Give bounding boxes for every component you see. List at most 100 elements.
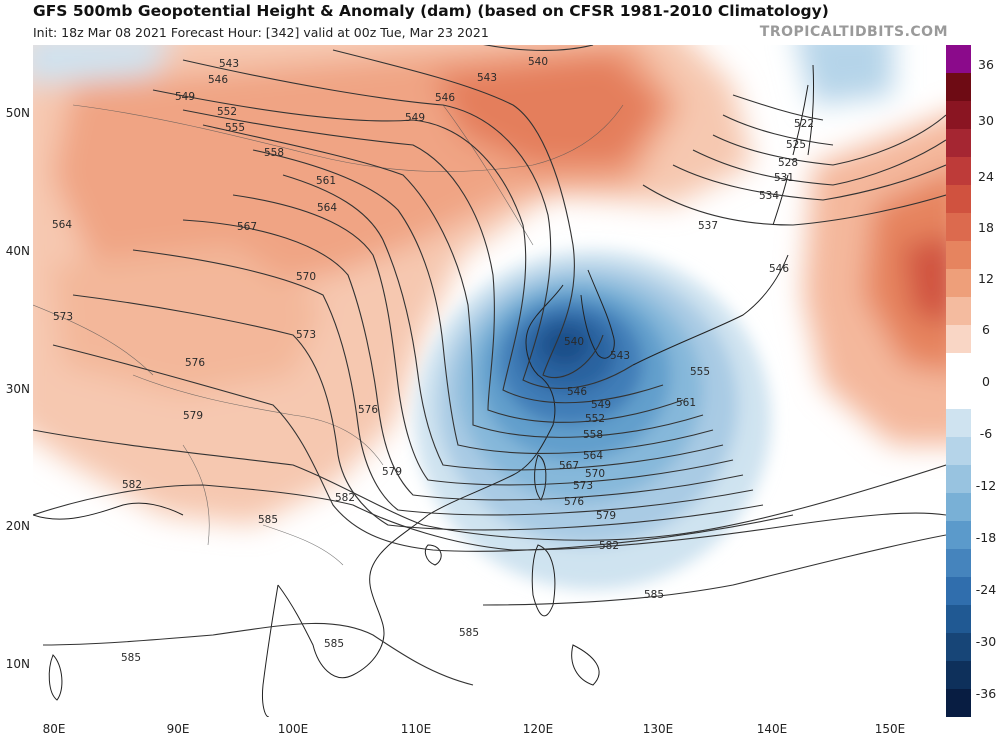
contour-576: [52, 344, 794, 552]
height-label: 525: [786, 139, 806, 151]
positive-anomaly-core-north: [433, 55, 663, 165]
height-label: 558: [264, 147, 284, 159]
colorbar-label: -24: [975, 582, 997, 597]
height-contours: [33, 45, 946, 686]
philippines-luzon: [531, 544, 556, 617]
lon-label-150e: 150E: [874, 722, 906, 736]
height-label: 540: [528, 56, 548, 68]
colorbar-swatch: [946, 549, 971, 577]
colorbar-label: -18: [975, 530, 997, 545]
contour-585: [42, 534, 946, 686]
korea-peninsula: [580, 269, 615, 359]
colorbar-label: -36: [975, 686, 997, 701]
contour-525: [722, 114, 834, 146]
lon-label-110e: 110E: [400, 722, 432, 736]
colorbar-swatch: [946, 185, 971, 213]
lat-label-20n: 20N: [5, 519, 30, 533]
colorbar-label: 6: [982, 322, 990, 337]
lon-label-100e: 100E: [277, 722, 309, 736]
lat-label-40n: 40N: [5, 244, 30, 258]
colorbar-label: 12: [978, 271, 994, 286]
contour-582: [33, 484, 946, 551]
colorbar-swatch: [946, 269, 971, 297]
height-label: 585: [258, 514, 278, 526]
contour-573: [72, 294, 764, 531]
contour-537: [642, 184, 946, 226]
colorbar-swatch: [946, 605, 971, 633]
colorbar-swatch: [946, 577, 971, 605]
positive-anomaly-tibet: [53, 245, 323, 395]
height-label: 564: [317, 202, 337, 214]
height-label: 573: [53, 311, 73, 323]
colorbar-swatch: [946, 157, 971, 185]
lat-label-30n: 30N: [5, 382, 30, 396]
height-label: 561: [316, 175, 336, 187]
height-label: 582: [599, 540, 619, 552]
height-label: 549: [591, 399, 611, 411]
sri-lanka: [48, 654, 63, 701]
lon-label-120e: 120E: [522, 722, 554, 736]
philippines-south: [571, 644, 600, 686]
colorbar-swatch: [946, 465, 971, 493]
colorbar-label: -30: [975, 634, 997, 649]
contour-540: [483, 45, 594, 51]
height-label: 558: [583, 429, 603, 441]
colorbar-swatch: [946, 409, 971, 437]
colorbar-swatch: [946, 325, 971, 353]
contour-579: [33, 429, 946, 541]
height-label: 573: [296, 329, 316, 341]
contour-555: [202, 124, 704, 438]
height-label: 564: [52, 219, 72, 231]
contour-549: [152, 89, 664, 404]
height-label: 546: [208, 74, 228, 86]
anomaly-colorbar: [946, 45, 971, 717]
colorbar-swatch: [946, 521, 971, 549]
height-label: 552: [585, 413, 605, 425]
height-label: 564: [583, 450, 603, 462]
colorbar-label: 0: [982, 374, 990, 389]
height-label: 549: [175, 91, 195, 103]
height-label: 543: [610, 350, 630, 362]
colorbar-swatch: [946, 45, 971, 73]
height-label: 522: [794, 118, 814, 130]
height-label: 540: [564, 336, 584, 348]
colorbar-label: 36: [978, 57, 994, 72]
map-panel[interactable]: 540 543 543 546 546 549 549 552 555 558 …: [33, 45, 946, 717]
height-label: 585: [644, 589, 664, 601]
height-label: 582: [335, 492, 355, 504]
positive-anomaly-pacific-core: [863, 172, 946, 373]
height-label: 570: [585, 468, 605, 480]
interior-borders: [33, 104, 624, 566]
lon-label-140e: 140E: [756, 722, 788, 736]
contour-552: [182, 109, 684, 423]
height-label: 543: [477, 72, 497, 84]
height-label: 534: [759, 190, 779, 202]
height-label: 579: [183, 410, 203, 422]
contour-564: [232, 194, 734, 486]
colorbar-label: 24: [978, 169, 994, 184]
height-label: 585: [459, 627, 479, 639]
negative-anomaly-nw: [33, 45, 168, 85]
site-watermark[interactable]: TROPICALTIDBITS.COM: [759, 24, 948, 40]
colorbar-swatch: [946, 73, 971, 101]
colorbar-swatch: [946, 689, 971, 717]
colorbar-label: -12: [975, 478, 997, 493]
hainan: [424, 544, 442, 566]
colorbar-swatch: [946, 129, 971, 157]
contour-567: [182, 219, 744, 501]
chart-title: GFS 500mb Geopotential Height & Anomaly …: [33, 2, 829, 20]
height-label: 555: [225, 122, 245, 134]
lon-label-80e: 80E: [42, 722, 66, 736]
contour-570: [132, 249, 754, 516]
height-label: 546: [435, 92, 455, 104]
height-label: 537: [698, 220, 718, 232]
height-label: 555: [690, 366, 710, 378]
height-label: 549: [405, 112, 425, 124]
height-label: 570: [296, 271, 316, 283]
colorbar-label: -6: [979, 426, 993, 441]
height-label: 567: [237, 221, 257, 233]
height-label: 561: [676, 397, 696, 409]
colorbar-swatch: [946, 241, 971, 269]
negative-anomaly-ne: [798, 45, 893, 105]
anomaly-shading: [33, 45, 946, 525]
